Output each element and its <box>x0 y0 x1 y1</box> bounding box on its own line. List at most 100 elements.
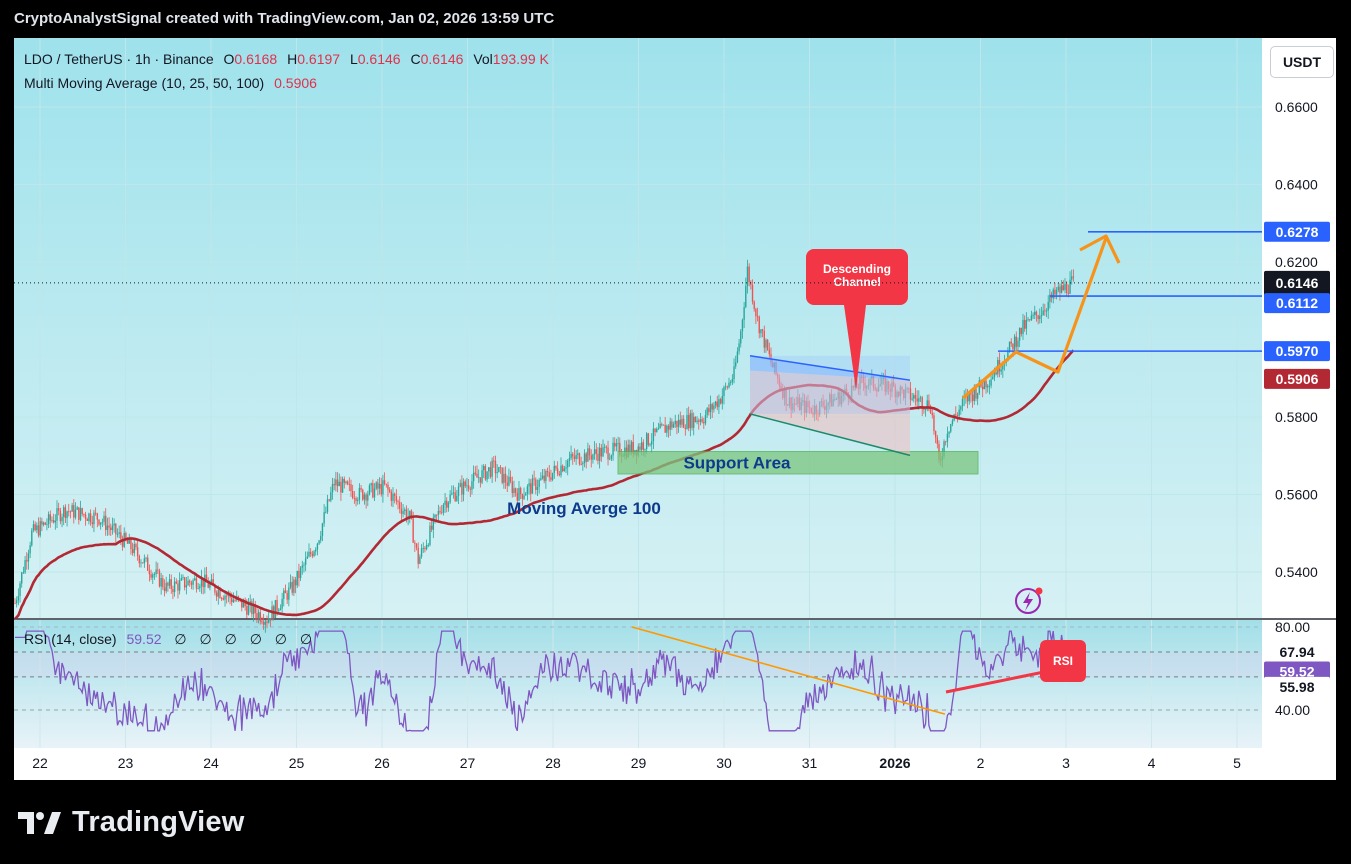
candle-body <box>254 604 256 614</box>
candle-body <box>350 484 352 492</box>
callout-pointer <box>844 305 866 390</box>
symbol-legend[interactable]: LDO / TetherUS · 1h · Binance O0.6168 H0… <box>24 51 549 67</box>
candle-body <box>209 583 211 588</box>
candle-body <box>192 580 194 585</box>
candle-body <box>136 547 139 556</box>
candle-body <box>761 329 764 332</box>
candle-body <box>182 577 184 579</box>
candle-body <box>56 508 58 521</box>
candle-body <box>899 386 902 397</box>
candle-body <box>348 484 351 485</box>
candle-body <box>214 584 216 593</box>
candle-body <box>199 586 201 589</box>
candle-body <box>143 558 146 564</box>
candle-body <box>560 465 562 476</box>
candle-body <box>88 513 90 521</box>
candle-body <box>525 493 527 496</box>
candle-body <box>103 515 105 522</box>
candle-body <box>148 570 151 575</box>
candle-body <box>735 362 737 367</box>
time-tick-label: 29 <box>631 755 647 771</box>
candle-body <box>787 404 789 406</box>
candle-body <box>966 395 969 402</box>
ma-value: 0.5906 <box>274 75 317 91</box>
candle-body <box>1039 315 1041 320</box>
badge-ma-bg <box>1264 368 1330 389</box>
notification-dot <box>1035 587 1043 595</box>
candle-body <box>647 433 650 445</box>
tradingview-logo[interactable]: TradingView <box>18 806 245 839</box>
candle-body <box>86 519 88 521</box>
candle-body <box>331 483 334 493</box>
candle-body <box>378 484 381 489</box>
candle-body <box>298 570 300 579</box>
candle-body <box>362 489 364 500</box>
candle-body <box>894 386 897 398</box>
candle-body <box>1067 292 1070 294</box>
candle-body <box>904 388 907 399</box>
candle-body <box>958 409 960 416</box>
candle-body <box>36 525 38 531</box>
candle-body <box>427 544 429 546</box>
candle-body <box>54 520 57 523</box>
candle-body <box>385 483 387 485</box>
candle-body <box>598 447 601 461</box>
channel-top-line <box>749 355 911 381</box>
rsi-tick-label: 40.00 <box>1275 702 1310 718</box>
candle-body <box>494 460 497 474</box>
candle-body <box>810 407 813 413</box>
candle-body <box>948 431 950 434</box>
candle-body <box>645 433 648 449</box>
candle-body <box>355 498 357 502</box>
candle-body <box>157 569 159 571</box>
rsi-arrow <box>945 670 1045 694</box>
candle-body <box>449 494 451 503</box>
candle-body <box>782 389 784 398</box>
badge-level1-bg <box>1264 293 1330 314</box>
candle-body <box>556 468 559 474</box>
candle-body <box>430 525 433 530</box>
candle-body <box>234 599 236 601</box>
descending-channel-text: Channel <box>833 275 880 289</box>
candle-body <box>931 412 933 416</box>
candle-body <box>115 523 117 535</box>
rsi-legend[interactable]: RSI (14, close) 59.52 ∅ ∅ ∅ ∅ ∅ ∅ <box>24 631 312 648</box>
candle-body <box>981 386 984 390</box>
candle-body <box>185 585 188 588</box>
candle-body <box>135 544 137 548</box>
symbol-name: LDO / TetherUS · 1h · Binance <box>24 51 214 67</box>
candle-body <box>499 467 502 468</box>
tradingview-logo-icon <box>18 811 61 834</box>
candle-body <box>51 520 53 521</box>
candle-body <box>731 379 734 383</box>
candle-body <box>140 562 142 564</box>
support-area-box <box>617 450 979 475</box>
candle-body <box>777 373 779 379</box>
candle-body <box>693 416 695 428</box>
candle-body <box>746 266 749 287</box>
candle-body <box>83 513 85 515</box>
candle-body <box>399 502 401 509</box>
time-tick-label: 28 <box>545 755 561 771</box>
candle-body <box>84 514 87 520</box>
indicator-legend[interactable]: Multi Moving Average (10, 25, 50, 100) 0… <box>24 75 317 91</box>
candle-body <box>73 505 75 518</box>
time-tick-label: 4 <box>1148 755 1156 771</box>
currency-button[interactable]: USDT <box>1270 46 1334 78</box>
candle-body <box>195 578 198 589</box>
candle-body <box>617 443 619 444</box>
candle-body <box>353 497 356 499</box>
candle-body <box>1020 327 1023 335</box>
candle-body <box>567 460 569 468</box>
price-axis-panel <box>1262 38 1336 748</box>
candle-body <box>535 479 537 490</box>
candle-body <box>572 453 574 457</box>
candle-body <box>313 551 315 557</box>
candle-body <box>820 401 823 403</box>
candle-body <box>602 447 604 457</box>
candle-body <box>797 397 799 404</box>
candle-body <box>22 572 25 574</box>
candle-body <box>803 400 806 413</box>
candle-body <box>294 579 297 586</box>
